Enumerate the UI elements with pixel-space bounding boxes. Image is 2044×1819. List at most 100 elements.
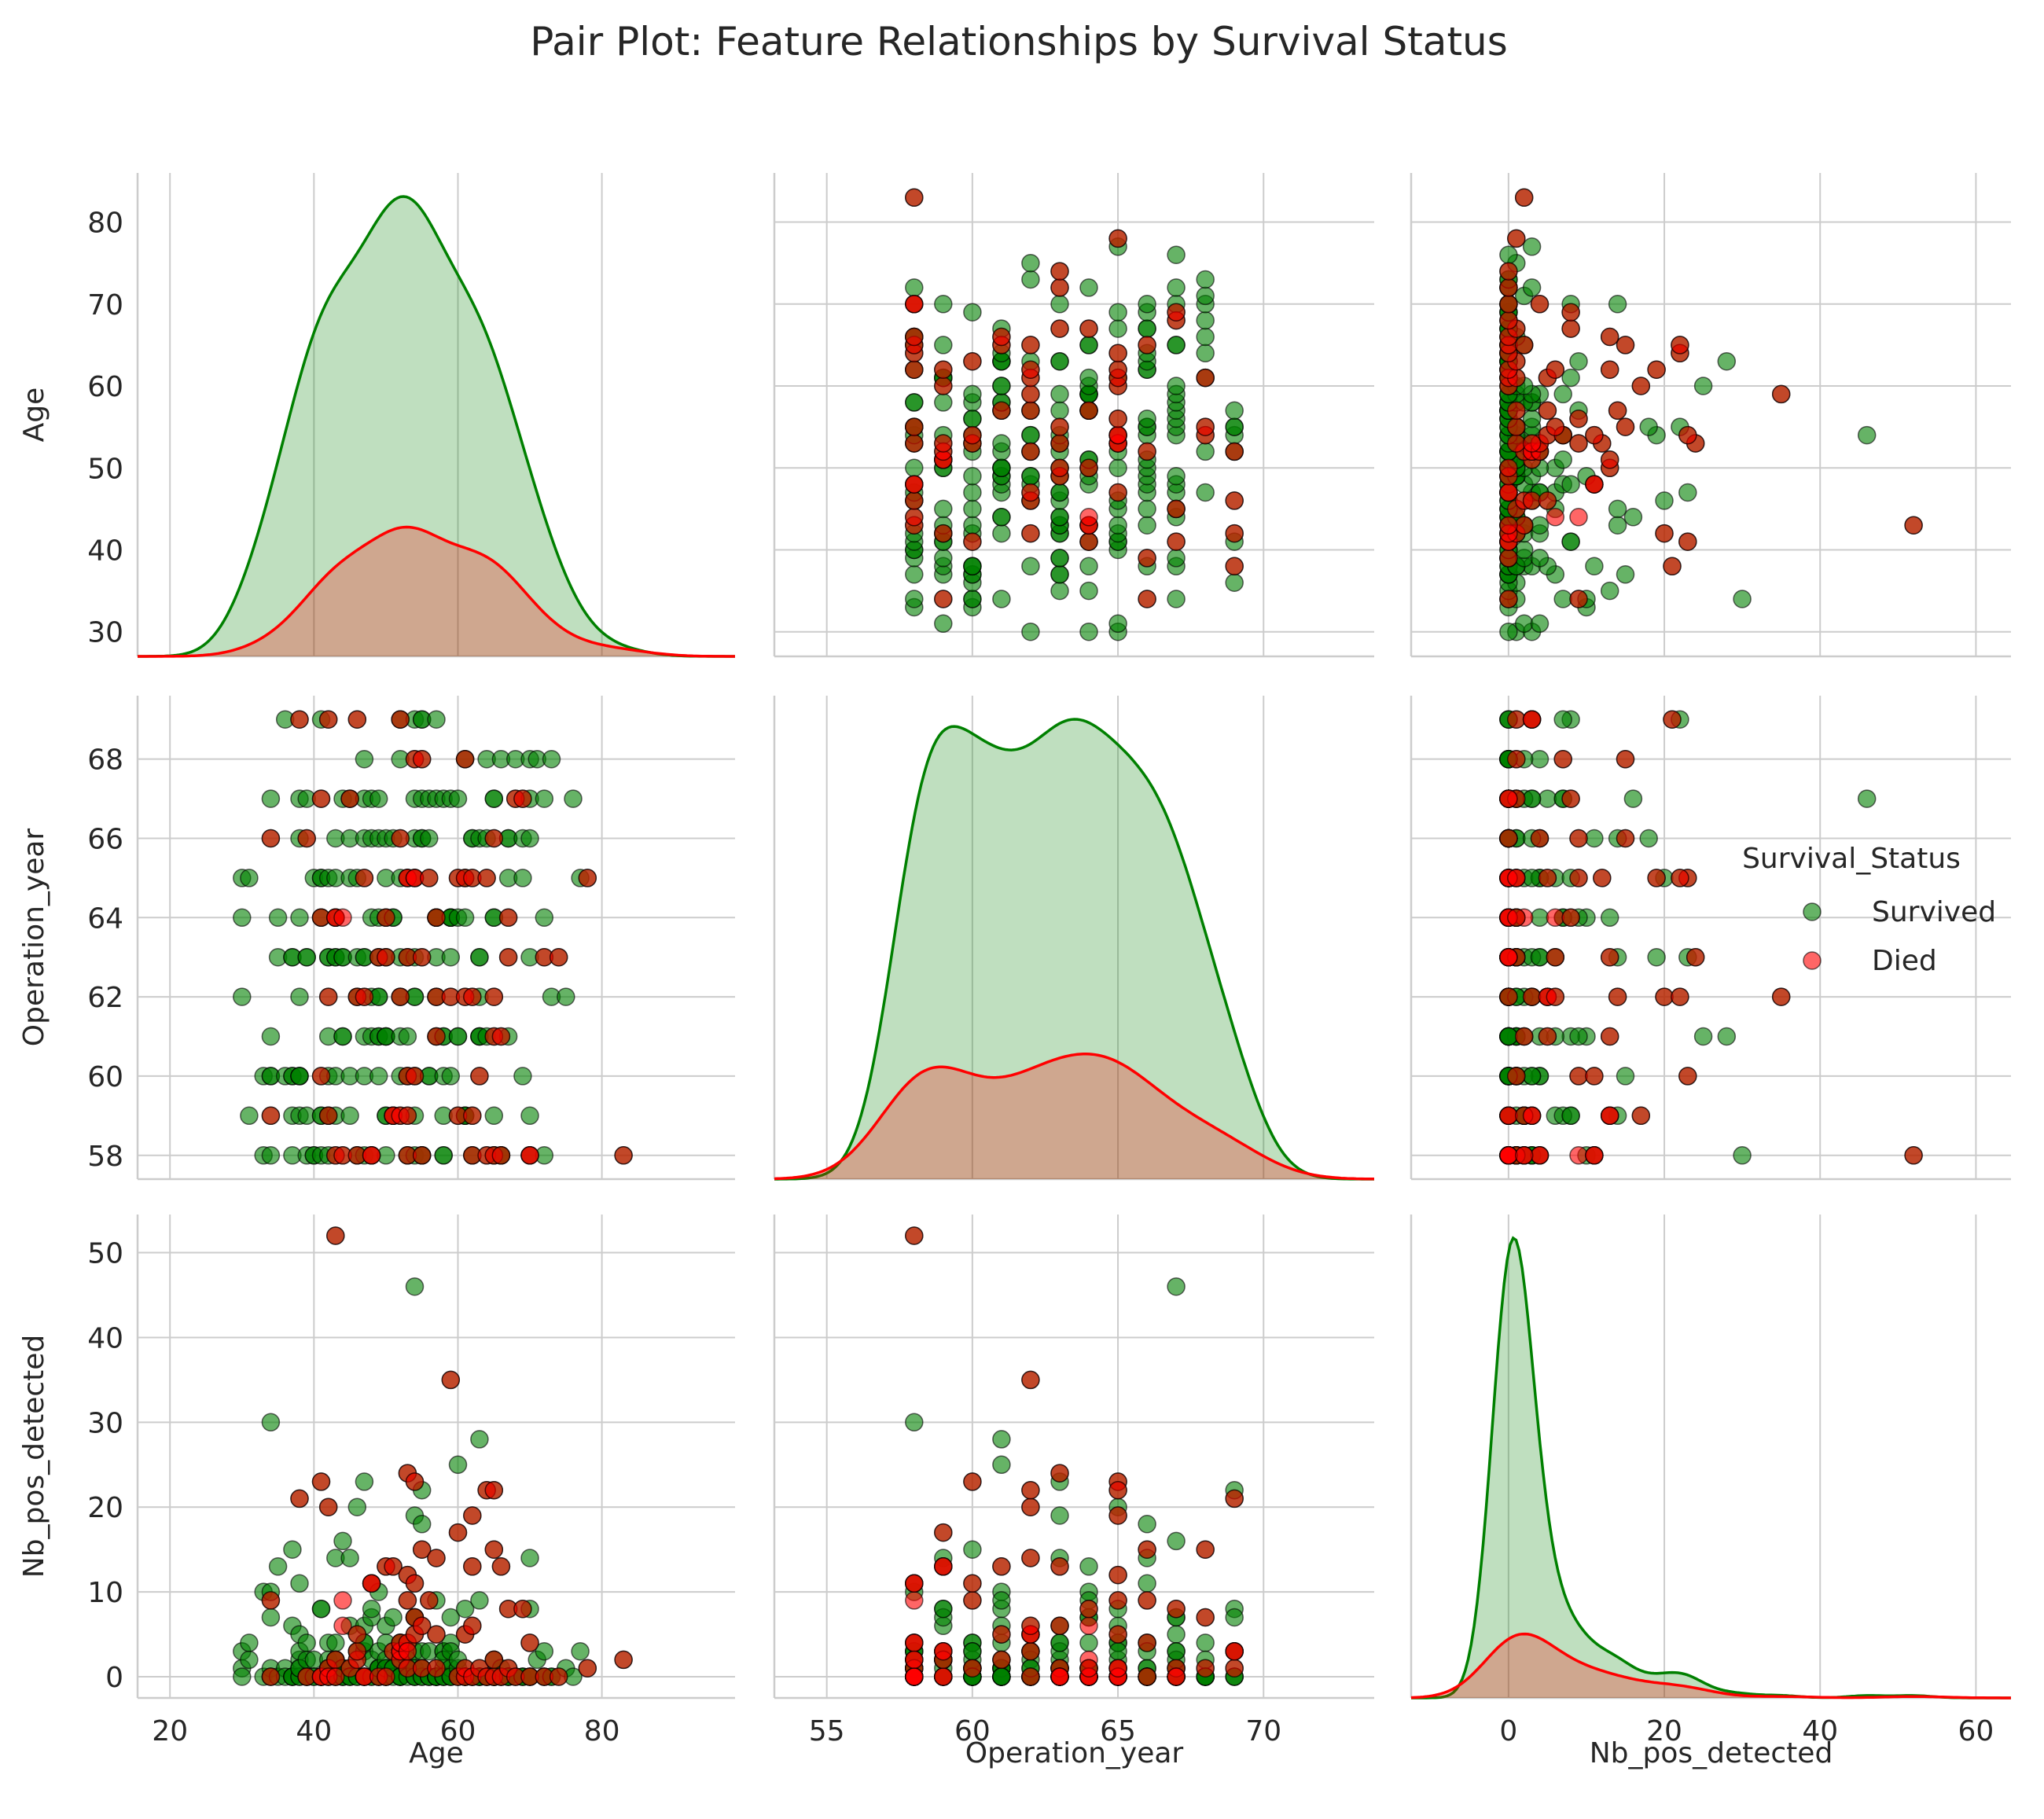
point-survived [1561,1106,1580,1126]
point-survived [268,908,288,928]
point-survived [1530,947,1550,967]
point-survived [1678,483,1697,502]
legend: Survival_Status Survived Died [1742,843,1996,977]
point-survived [1167,245,1186,264]
y-tick-label: 60 [87,1061,123,1093]
point-died [1631,1106,1651,1126]
point-survived [1225,417,1244,436]
point-survived [448,789,468,808]
point-survived [963,409,982,428]
point-survived [1021,253,1040,273]
point-survived [455,908,475,928]
point-survived [1079,368,1098,388]
point-died [398,1106,417,1126]
point-survived [992,377,1011,395]
point-died [1647,360,1666,379]
y-tick-label: 58 [87,1141,123,1173]
point-survived [992,1455,1011,1475]
point-died [1904,1146,1923,1165]
point-died [340,789,359,808]
point-survived [1108,319,1127,338]
point-died [412,947,432,967]
point-died [934,1667,953,1686]
point-died [377,908,395,928]
point-died [1771,987,1791,1006]
point-survived [1522,789,1542,808]
point-died [391,710,410,729]
point-survived [1514,540,1534,560]
point-died [1522,987,1542,1006]
point-died [427,1549,446,1567]
point-survived [905,1413,924,1432]
point-died [963,1574,982,1593]
point-died [405,1574,425,1593]
point-died [992,327,1011,347]
point-survived [1108,303,1127,322]
point-died [1138,1633,1156,1652]
point-died [1050,1667,1069,1686]
point-died [1507,869,1526,887]
point-survived [1108,458,1127,478]
point-survived [290,908,309,928]
point-died [261,829,281,848]
kde-line-died [1410,1632,2011,1700]
point-survived [992,508,1011,527]
point-survived [1167,1277,1186,1296]
y-axis-label-nb-pos-detected: Nb_pos_detected [18,1335,50,1578]
point-survived [1225,573,1244,592]
point-survived [1225,401,1244,421]
point-died [1138,1540,1156,1559]
point-died [1530,829,1550,848]
point-survived [240,1106,259,1126]
point-survived [963,303,982,322]
point-survived [934,499,953,519]
point-survived [448,1455,468,1475]
point-survived [992,458,1011,478]
y-tick-label: 68 [87,744,123,777]
point-survived [1050,401,1069,421]
point-died [1499,1146,1518,1165]
point-died [1021,442,1040,461]
point-survived [1138,516,1156,535]
point-survived [513,869,532,887]
point-survived [261,1608,281,1627]
panel-operation-year-vs-age: 58 60 62 64 66 68 Operation_year [18,696,735,1181]
y-tick-label: 50 [87,453,123,485]
point-survived [297,1633,316,1652]
point-survived [1021,622,1040,641]
point-survived [1585,557,1604,576]
point-died [1050,1557,1069,1576]
x-axis-label-operation-year: Operation_year [965,1737,1184,1769]
point-survived [1167,1625,1186,1644]
point-died [1553,749,1572,769]
point-died [1507,401,1526,421]
point-survived [484,1106,504,1126]
point-survived [261,789,281,808]
point-died [1616,749,1635,769]
point-survived [1167,590,1186,608]
point-died [1538,1027,1557,1046]
x-axis-label-age: Age [409,1737,464,1769]
point-survived [542,749,561,769]
y-tick-label: 30 [87,617,123,649]
point-died [1138,336,1156,355]
point-died [412,1540,432,1559]
point-died [992,1650,1011,1670]
point-survived [441,1608,461,1627]
point-survived [355,1472,374,1491]
point-died [1499,295,1518,314]
point-survived [1522,1067,1542,1086]
point-survived [1608,295,1627,314]
point-died [1050,1616,1069,1636]
point-survived [1600,581,1619,601]
point-died [1538,401,1557,421]
point-survived [1167,377,1186,395]
point-died [520,1146,539,1165]
point-died [934,1641,953,1661]
point-died [384,1557,403,1576]
point-died [1631,377,1651,395]
point-died [1079,319,1098,338]
kde-fill-died [1411,1633,2011,1698]
point-died [1904,516,1923,535]
point-died [1225,524,1244,543]
